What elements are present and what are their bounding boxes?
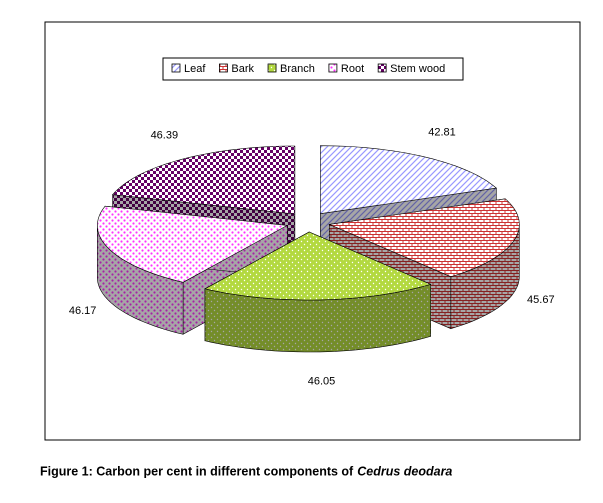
legend-box [162, 57, 464, 81]
slice-shade [450, 224, 520, 329]
legend-swatch [267, 63, 277, 73]
legend-swatch [377, 63, 387, 73]
caption: Figure 1: Carbon per cent in different c… [40, 464, 354, 478]
data-label: 46.39 [151, 129, 179, 141]
slice-top [111, 145, 296, 215]
legend-swatch [219, 63, 228, 73]
legend-label: Root [341, 63, 364, 75]
slice-shade [205, 284, 431, 352]
legend-label: Bark [231, 63, 254, 75]
legend-label: Leaf [184, 63, 206, 75]
data-label: 45.67 [527, 294, 555, 306]
data-label: 46.05 [308, 376, 336, 388]
slice-shade [97, 225, 184, 335]
slice-top [204, 231, 432, 301]
data-label: 42.81 [428, 126, 456, 138]
caption-species: Cedrus deodara [357, 464, 452, 478]
data-label: 46.17 [69, 305, 97, 317]
legend-label: Stem wood [390, 63, 445, 75]
legend-swatch [171, 63, 181, 73]
legend-label: Branch [280, 63, 315, 75]
slice-top [328, 198, 520, 278]
legend-swatch [328, 63, 338, 73]
slice-top [97, 205, 289, 283]
slice-top [320, 145, 498, 215]
